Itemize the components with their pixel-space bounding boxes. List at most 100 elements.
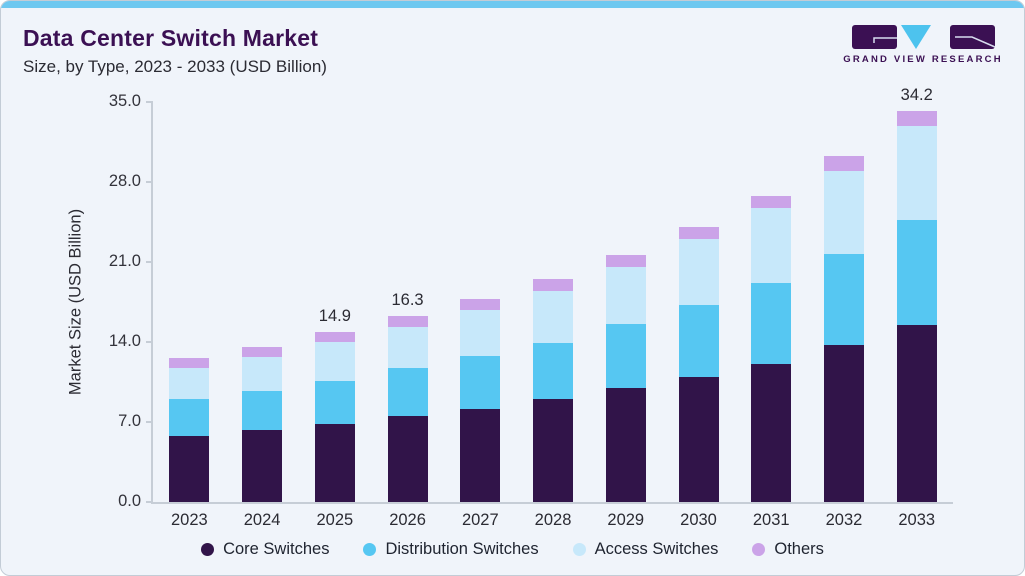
- y-tick-mark: [146, 421, 153, 423]
- x-tick-label: 2031: [752, 511, 790, 529]
- y-tick-mark: [146, 261, 153, 263]
- stacked-bar-2025: 14.9: [314, 307, 355, 502]
- bar-segment: [896, 111, 937, 127]
- y-tick-label: 21.0: [108, 252, 141, 270]
- bar-segment: [460, 298, 501, 311]
- bar-segment: [387, 368, 428, 417]
- bar-slot-2023: 2023: [153, 102, 226, 529]
- legend-label: Core Switches: [223, 540, 330, 558]
- legend: Core Switches Distribution Switches Access…: [1, 540, 1024, 559]
- legend-item: Others: [752, 540, 824, 559]
- header: Data Center Switch Market Size, by Type,…: [23, 25, 1001, 77]
- bar-segment: [533, 343, 574, 400]
- bar-segment: [751, 363, 792, 502]
- bar-segment: [751, 195, 792, 209]
- legend-item: Access Switches: [572, 540, 719, 559]
- stacked-bar-2027: [460, 298, 501, 502]
- bar-segment: [387, 416, 428, 502]
- stacked-bar-2023: [169, 358, 210, 502]
- x-tick-label: 2029: [607, 511, 645, 529]
- bar-slot-2033: 34.2 2033: [880, 86, 953, 529]
- bar-segment: [823, 155, 864, 171]
- bar-segment: [533, 279, 574, 291]
- bar-segment: [678, 377, 719, 502]
- x-tick-label: 2033: [898, 511, 936, 529]
- bar-segment: [751, 208, 792, 283]
- bar-slot-2027: 2027: [444, 102, 517, 529]
- bar-slot-2024: 2024: [226, 102, 299, 529]
- bar-segment: [242, 391, 283, 430]
- x-tick-label: 2024: [243, 511, 281, 529]
- bar-segment: [242, 356, 283, 392]
- bar-slot-2032: 2032: [808, 102, 881, 529]
- bar-slot-2031: 2031: [735, 102, 808, 529]
- bar-segment: [751, 282, 792, 364]
- bar-segment: [169, 399, 210, 436]
- bar-segment: [314, 424, 355, 502]
- bar-slot-2029: 2029: [589, 102, 662, 529]
- bar-slot-2025: 14.9 2025: [298, 102, 371, 529]
- bar-segment: [169, 435, 210, 502]
- y-tick-mark: [146, 341, 153, 343]
- legend-dot-icon: [201, 543, 215, 556]
- legend-label: Distribution Switches: [385, 540, 539, 558]
- legend-label: Others: [774, 540, 824, 558]
- x-tick-label: 2025: [316, 511, 354, 529]
- legend-label: Access Switches: [594, 540, 719, 558]
- x-tick-label: 2026: [389, 511, 426, 529]
- stacked-bar-2026: 16.3: [387, 291, 428, 502]
- stacked-bar-2028: [533, 279, 574, 502]
- stacked-bar-2033: 34.2: [896, 86, 937, 502]
- bar-total-label: 16.3: [391, 290, 424, 309]
- bar-segment: [605, 387, 646, 502]
- stacked-bar-2031: [751, 195, 792, 502]
- x-tick-label: 2030: [680, 511, 717, 529]
- bar-segment: [823, 170, 864, 255]
- bar-segment: [896, 219, 937, 325]
- legend-item: Distribution Switches: [363, 540, 539, 559]
- y-tick-label: 14.0: [108, 332, 141, 350]
- bar-segment: [678, 305, 719, 378]
- bar-segment: [605, 255, 646, 267]
- x-tick-label: 2028: [534, 511, 572, 529]
- bar-slot-2026: 16.3 2026: [371, 102, 444, 529]
- bar-segment: [387, 327, 428, 369]
- gvr-logo-icon: [851, 25, 995, 49]
- bar-segment: [460, 310, 501, 356]
- bar-slot-2028: 2028: [517, 102, 590, 529]
- y-tick-label: 28.0: [108, 172, 141, 190]
- bar-total-label: 14.9: [318, 306, 351, 325]
- y-tick-label: 7.0: [118, 412, 141, 430]
- bar-segment: [605, 323, 646, 388]
- legend-dot-icon: [363, 543, 377, 556]
- bar-segment: [823, 345, 864, 502]
- y-tick-label: 0.0: [118, 492, 141, 510]
- accent-top-strip: [1, 1, 1024, 8]
- y-axis-title: Market Size (USD Billion): [66, 208, 85, 396]
- legend-dot-icon: [572, 543, 586, 556]
- grand-view-research-logo: GRAND VIEW RESEARCH: [843, 25, 1001, 65]
- legend-item: Core Switches: [201, 540, 329, 559]
- bar-segment: [533, 399, 574, 502]
- x-tick-label: 2032: [825, 511, 863, 529]
- y-tick-mark: [146, 181, 153, 183]
- plot-area: 2023 2024 14.9 2025 16.3 2026 2027 2028 2029 2030…: [109, 86, 953, 529]
- stacked-bar-2029: [605, 255, 646, 502]
- bar-segment: [823, 254, 864, 346]
- x-tick-label: 2023: [171, 511, 208, 529]
- bar-segment: [460, 409, 501, 502]
- bar-segment: [242, 430, 283, 502]
- bar-segment: [314, 342, 355, 381]
- title-block: Data Center Switch Market Size, by Type,…: [23, 25, 327, 77]
- stacked-bar-2030: [678, 226, 719, 502]
- bar-segment: [169, 358, 210, 369]
- y-tick-label: 35.0: [108, 92, 141, 110]
- bar-segment: [314, 380, 355, 425]
- bar-segment: [605, 266, 646, 324]
- bar-segment: [896, 324, 937, 502]
- page-title: Data Center Switch Market: [23, 25, 319, 51]
- bar-segment: [460, 355, 501, 410]
- y-tick-mark: [146, 101, 153, 103]
- page-subtitle: Size, by Type, 2023 - 2033 (USD Billion): [23, 57, 327, 76]
